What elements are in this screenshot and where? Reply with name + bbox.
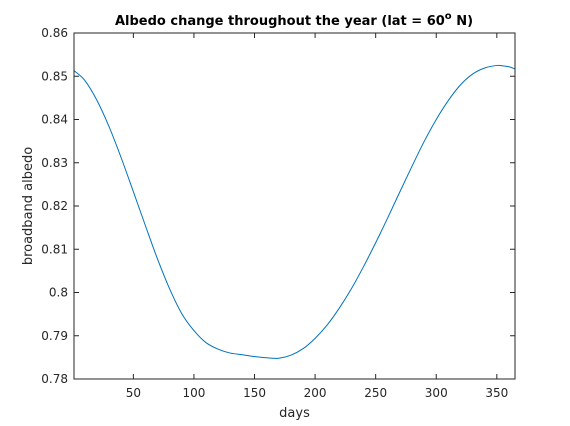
chart-title-main: Albedo change throughout the year (lat =… bbox=[115, 14, 445, 29]
y-tick-label: 0.84 bbox=[41, 113, 68, 127]
y-tick-label: 0.78 bbox=[41, 372, 68, 386]
x-tick-label: 50 bbox=[126, 386, 141, 400]
x-tick-label: 100 bbox=[182, 386, 205, 400]
y-axis-label: broadband albedo bbox=[21, 147, 36, 265]
x-tick-label: 250 bbox=[364, 386, 387, 400]
plot-area bbox=[74, 33, 515, 379]
y-tick-label: 0.85 bbox=[41, 69, 68, 83]
x-tick-label: 150 bbox=[243, 386, 266, 400]
x-tick-label: 200 bbox=[304, 386, 327, 400]
x-tick-label: 350 bbox=[485, 386, 508, 400]
y-tick-label: 0.8 bbox=[49, 286, 68, 300]
x-axis-label: days bbox=[279, 406, 310, 421]
y-tick-label: 0.82 bbox=[41, 199, 68, 213]
y-tick-label: 0.79 bbox=[41, 329, 68, 343]
y-tick-label: 0.81 bbox=[41, 242, 68, 256]
chart-title: Albedo change throughout the year (lat =… bbox=[115, 11, 473, 29]
x-tick-label: 300 bbox=[425, 386, 448, 400]
y-tick-label: 0.83 bbox=[41, 156, 68, 170]
y-tick-label: 0.86 bbox=[41, 26, 68, 40]
chart-title-end: N) bbox=[452, 14, 473, 29]
